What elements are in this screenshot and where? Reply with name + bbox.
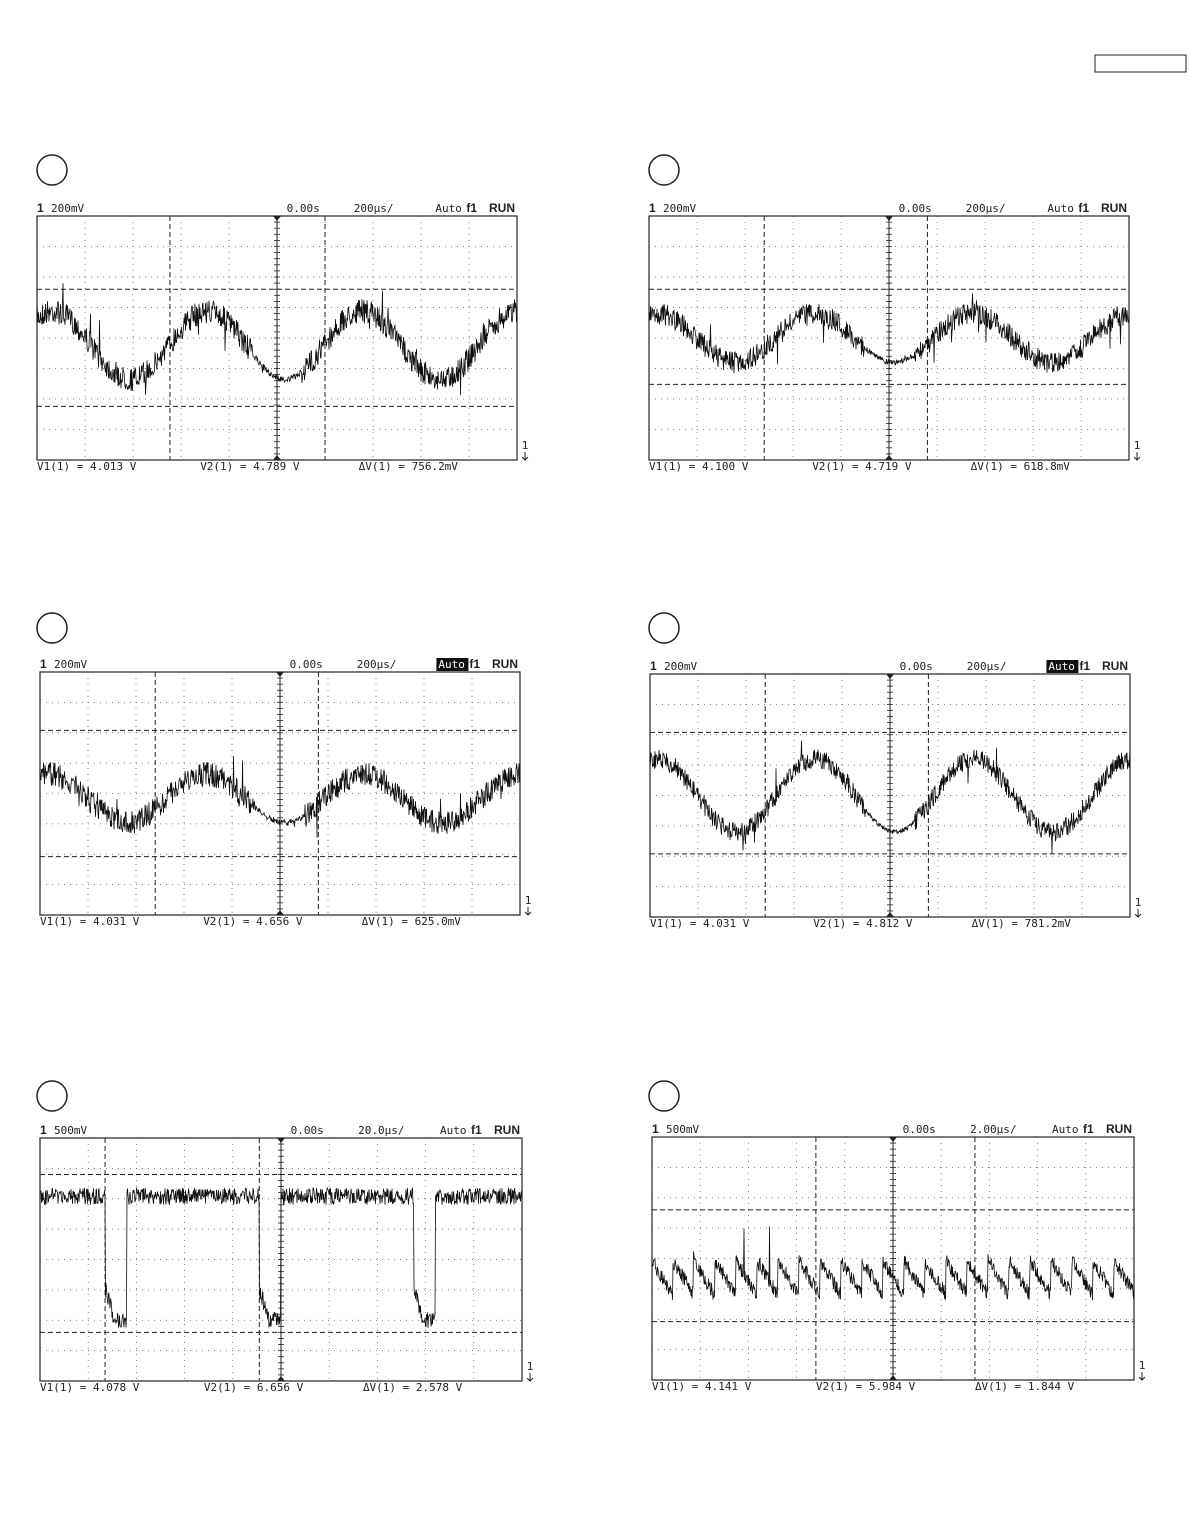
cursor-v2: V2(1) = 6.656 V bbox=[204, 1381, 304, 1394]
volts-div: 500mV bbox=[54, 1124, 87, 1137]
page-tag-box bbox=[1094, 54, 1187, 73]
scope-panel: 1 200mV 0.00s 200µs/Auto f1 RUN 1 V1(1) = 4.031… bbox=[36, 612, 532, 928]
time-div: 200µs/ bbox=[967, 660, 1007, 673]
time-div: 200µs/ bbox=[966, 202, 1006, 215]
cursor-dv: ΔV(1) = 756.2mV bbox=[359, 460, 459, 473]
waveform bbox=[648, 293, 1130, 374]
run-state: RUN bbox=[1101, 201, 1127, 215]
run-state: RUN bbox=[1106, 1122, 1132, 1136]
figure-circle bbox=[36, 154, 68, 186]
ground-arrow bbox=[521, 452, 529, 461]
trigger-slope: f1 bbox=[1079, 659, 1090, 673]
trigger-mode: Auto bbox=[435, 202, 462, 215]
channel: 1 bbox=[40, 1123, 47, 1137]
cursor-dv: ΔV(1) = 618.8mV bbox=[971, 460, 1071, 473]
ground-arrow bbox=[524, 907, 532, 916]
run-state: RUN bbox=[1102, 659, 1128, 673]
cursor-v1: V1(1) = 4.141 V bbox=[652, 1380, 752, 1393]
channel: 1 bbox=[40, 657, 47, 671]
figure-circle bbox=[36, 1080, 68, 1112]
cursor-v2: V2(1) = 4.719 V bbox=[812, 460, 912, 473]
time-offset: 0.00s bbox=[290, 658, 323, 671]
cursor-v2: V2(1) = 4.789 V bbox=[200, 460, 300, 473]
figure-circle bbox=[648, 612, 680, 644]
cursor-v1: V1(1) = 4.100 V bbox=[649, 460, 749, 473]
ground-arrow bbox=[1138, 1372, 1146, 1381]
scope-panel: 1 200mV 0.00s 200µs/Auto f1 RUN 1 V1(1) = 4.100… bbox=[648, 154, 1141, 473]
cursor-v1: V1(1) = 4.078 V bbox=[40, 1381, 140, 1394]
trigger-mode: Auto bbox=[1052, 1123, 1079, 1136]
waveform bbox=[39, 756, 521, 838]
ground-arrow bbox=[1134, 909, 1142, 918]
figure-circle bbox=[648, 1080, 680, 1112]
ground-marker: 1 bbox=[1135, 896, 1142, 909]
time-div: 200µs/ bbox=[357, 658, 397, 671]
scope-panel: 1 200mV 0.00s 200µs/Auto f1 RUN 1 V1(1) = 4.031… bbox=[648, 612, 1142, 930]
run-state: RUN bbox=[494, 1123, 520, 1137]
volts-div: 200mV bbox=[663, 202, 696, 215]
time-offset: 0.00s bbox=[900, 660, 933, 673]
volts-div: 200mV bbox=[54, 658, 87, 671]
volts-div: 200mV bbox=[51, 202, 84, 215]
run-state: RUN bbox=[489, 201, 515, 215]
cursor-v2: V2(1) = 4.812 V bbox=[813, 917, 913, 930]
channel: 1 bbox=[652, 1122, 659, 1136]
ground-marker: 1 bbox=[1139, 1359, 1146, 1372]
ground-arrow bbox=[1133, 452, 1141, 461]
ground-marker: 1 bbox=[527, 1360, 534, 1373]
cursor-v2: V2(1) = 5.984 V bbox=[816, 1380, 916, 1393]
time-offset: 0.00s bbox=[287, 202, 320, 215]
scope-panel: 1 500mV 0.00s 20.0µs/Auto f1 RUN 1 V1(1) = 4.07… bbox=[36, 1080, 534, 1394]
trigger-slope: f1 bbox=[1078, 201, 1089, 215]
trigger-mode: Auto bbox=[1047, 202, 1074, 215]
cursor-dv: ΔV(1) = 1.844 V bbox=[975, 1380, 1075, 1393]
trigger-slope: f1 bbox=[466, 201, 477, 215]
cursor-dv: ΔV(1) = 2.578 V bbox=[363, 1381, 463, 1394]
time-div: 20.0µs/ bbox=[358, 1124, 404, 1137]
volts-div: 200mV bbox=[664, 660, 697, 673]
waveform bbox=[39, 1186, 522, 1329]
cursor-dv: ΔV(1) = 781.2mV bbox=[972, 917, 1072, 930]
cursor-v1: V1(1) = 4.031 V bbox=[650, 917, 750, 930]
time-offset: 0.00s bbox=[899, 202, 932, 215]
trigger-mode: Auto bbox=[440, 1124, 467, 1137]
time-div: 200µs/ bbox=[354, 202, 394, 215]
ground-marker: 1 bbox=[1134, 439, 1141, 452]
cursor-dv: ΔV(1) = 625.0mV bbox=[362, 915, 462, 928]
trigger-highlight bbox=[1046, 660, 1079, 673]
ground-marker: 1 bbox=[525, 894, 532, 907]
volts-div: 500mV bbox=[666, 1123, 699, 1136]
waveform bbox=[36, 283, 518, 396]
waveform bbox=[649, 740, 1131, 854]
time-offset: 0.00s bbox=[291, 1124, 324, 1137]
run-state: RUN bbox=[492, 657, 518, 671]
scope-panel: 1 200mV 0.00s 200µs/Auto f1 RUN 1 V1(1) = 4.013… bbox=[36, 154, 529, 473]
ground-arrow bbox=[526, 1373, 534, 1382]
trigger-slope: f1 bbox=[471, 1123, 482, 1137]
channel: 1 bbox=[650, 659, 657, 673]
cursor-v1: V1(1) = 4.013 V bbox=[37, 460, 137, 473]
trigger-slope: f1 bbox=[469, 657, 480, 671]
trigger-mode: Auto bbox=[438, 658, 465, 671]
cursor-v1: V1(1) = 4.031 V bbox=[40, 915, 140, 928]
trigger-mode: Auto bbox=[1048, 660, 1075, 673]
trigger-highlight bbox=[436, 658, 469, 671]
ground-marker: 1 bbox=[522, 439, 529, 452]
cursor-v2: V2(1) = 4.656 V bbox=[203, 915, 303, 928]
figure-circle bbox=[648, 154, 680, 186]
channel: 1 bbox=[37, 201, 44, 215]
time-offset: 0.00s bbox=[903, 1123, 936, 1136]
channel: 1 bbox=[649, 201, 656, 215]
time-div: 2.00µs/ bbox=[970, 1123, 1016, 1136]
scope-panel: 1 500mV 0.00s 2.00µs/Auto f1 RUN 1 V1(1) = 4.14… bbox=[648, 1080, 1146, 1393]
waveform bbox=[651, 1226, 1135, 1301]
trigger-slope: f1 bbox=[1083, 1122, 1094, 1136]
figure-circle bbox=[36, 612, 68, 644]
